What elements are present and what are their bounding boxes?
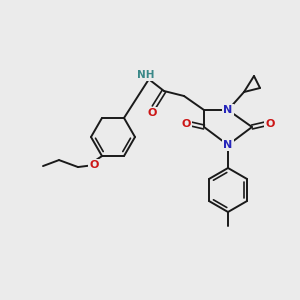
Text: O: O <box>181 119 191 129</box>
Text: N: N <box>224 140 232 150</box>
Text: O: O <box>147 108 157 118</box>
Text: NH: NH <box>137 70 155 80</box>
Text: O: O <box>265 119 275 129</box>
Text: N: N <box>224 105 232 115</box>
Text: O: O <box>89 160 99 170</box>
